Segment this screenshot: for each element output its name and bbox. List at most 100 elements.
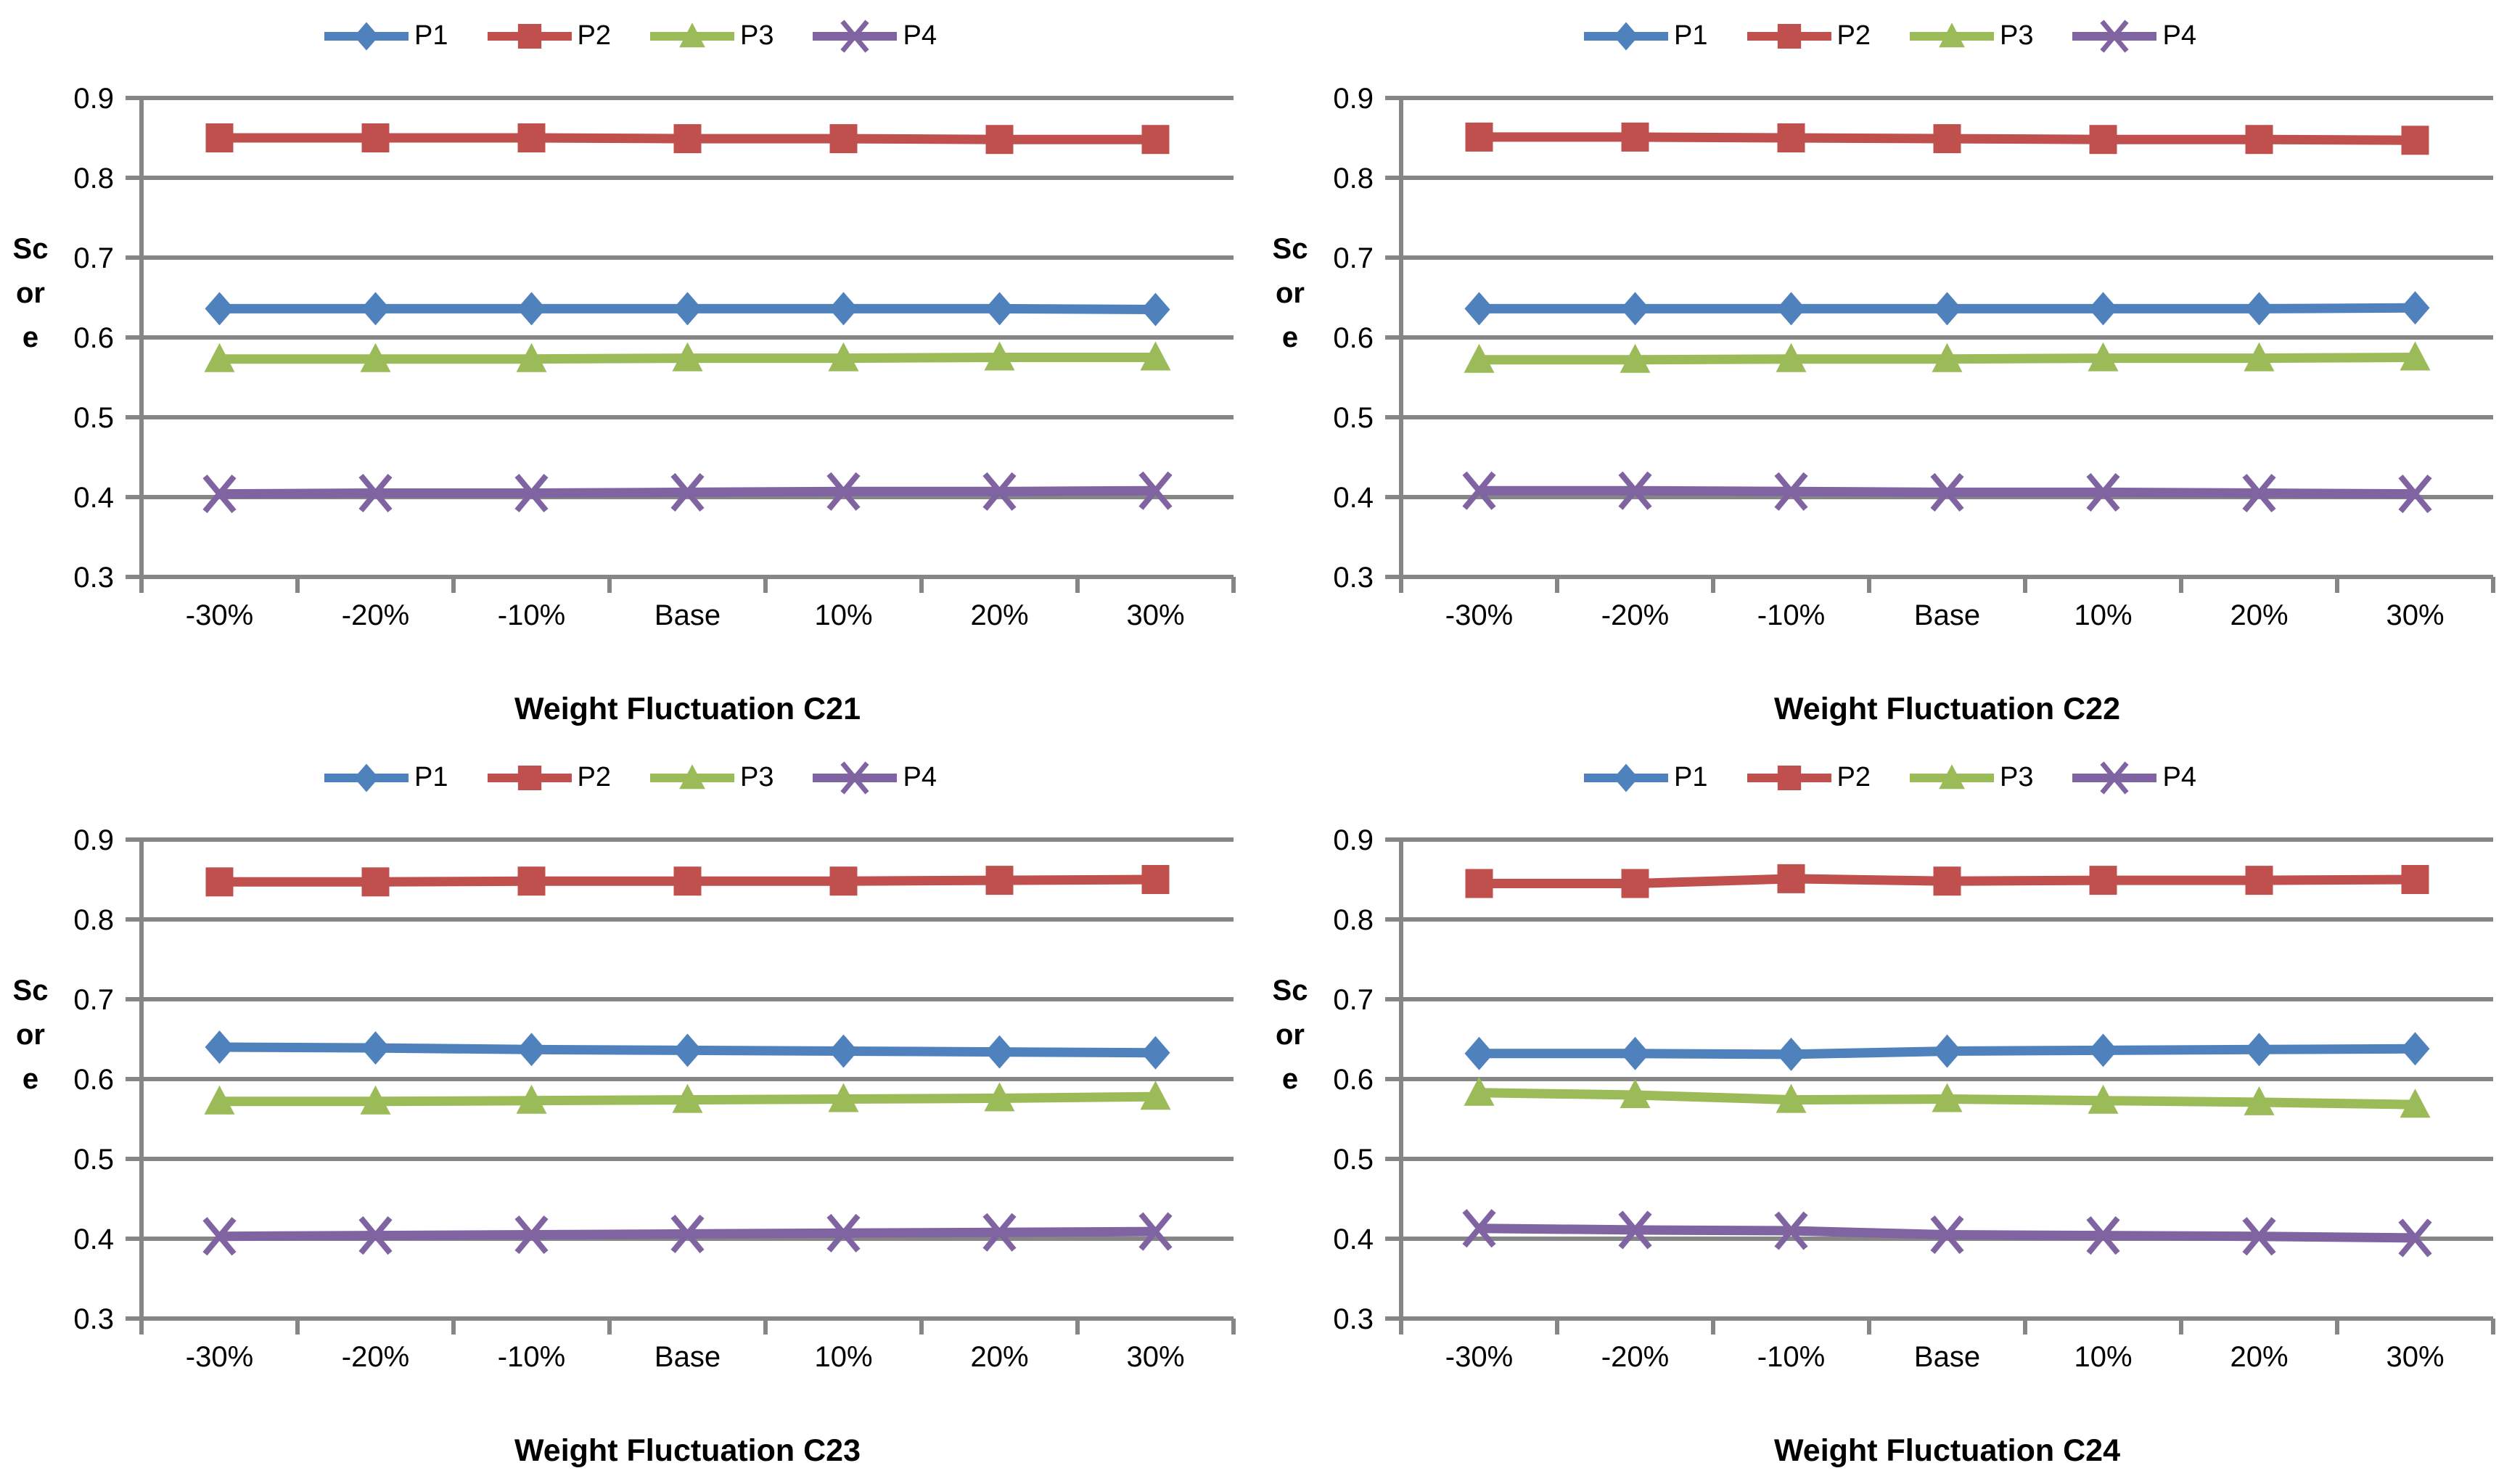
legend-swatch-diamond-icon: [324, 763, 409, 792]
marker-diamond: [517, 292, 546, 326]
legend-item-p1: P1: [323, 759, 448, 797]
marker-square: [2089, 125, 2117, 155]
legend-item-p3: P3: [649, 759, 773, 797]
marker-triangle: [828, 342, 859, 372]
x-tick-label: 30%: [2386, 599, 2444, 631]
x-tick-label: -30%: [186, 1341, 253, 1373]
y-tick-label: 0.3: [1333, 562, 1374, 594]
legend-item-p2: P2: [486, 759, 611, 797]
x-tick-label: -10%: [498, 1341, 565, 1373]
marker-triangle: [672, 1083, 703, 1113]
marker-triangle: [1939, 22, 1965, 47]
chart-weight-fluctuation-c23: P1 P2 P3 P4 Score 0.3 0.4 0.5 0.6 0.7 0.8 0.9 -30%…: [0, 742, 1260, 1483]
legend-swatch-diamond-icon: [324, 21, 409, 51]
legend-swatch-diamond-icon: [1584, 763, 1669, 792]
marker-triangle: [360, 343, 391, 372]
marker-x: [826, 1213, 861, 1253]
legend-swatch-triangle-icon: [1910, 763, 1994, 789]
marker-x: [202, 475, 237, 514]
y-tick-label: 0.8: [1333, 163, 1374, 194]
marker-square: [1621, 122, 1649, 152]
plot-svg: 0.3 0.4 0.5 0.6 0.7 0.8 0.9 -30% -20% -10% Base 10%…: [73, 824, 1236, 1373]
marker-square: [1141, 125, 1170, 155]
legend-label: P4: [2162, 762, 2196, 792]
marker-diamond: [1141, 292, 1170, 327]
marker-triangle: [1932, 1083, 1963, 1112]
marker-triangle: [1464, 1076, 1495, 1106]
marker-triangle: [828, 1083, 859, 1112]
plot-area: Score 0.3 0.4 0.5 0.6 0.7 0.8 0.9 -30% -20% -10% B…: [0, 62, 1260, 700]
plot-svg: 0.3 0.4 0.5 0.6 0.7 0.8 0.9 -30% -20% -10% Base 10%…: [1333, 83, 2495, 631]
y-tick-label: 0.6: [73, 322, 114, 354]
y-tick-label: 0.7: [1333, 242, 1374, 274]
marker-x: [840, 19, 870, 53]
marker-square: [2245, 866, 2273, 895]
x-tick-label: -30%: [186, 599, 253, 631]
marker-triangle: [1140, 1081, 1171, 1110]
marker-diamond: [1620, 1036, 1650, 1070]
y-tick-label: 0.4: [1333, 482, 1374, 514]
legend-swatch-diamond-icon: [1584, 21, 1669, 51]
y-tick-label: 0.8: [1333, 904, 1374, 936]
y-tick-label: 0.5: [73, 1144, 114, 1176]
marker-square: [1465, 122, 1493, 152]
y-tick-label: 0.7: [73, 242, 114, 274]
marker-square: [673, 124, 702, 154]
marker-x: [826, 472, 861, 511]
marker-diamond: [673, 1033, 702, 1067]
x-tick-label: -10%: [498, 599, 565, 631]
legend-label: P2: [1836, 20, 1871, 51]
plot-area: Score 0.3 0.4 0.5 0.6 0.7 0.8 0.9 -30% -20% -10% B…: [1260, 62, 2519, 700]
marker-triangle: [360, 1085, 391, 1115]
marker-square: [1777, 864, 1805, 893]
legend-swatch-triangle-icon: [1910, 22, 1994, 47]
marker-square: [1141, 865, 1170, 894]
marker-square: [205, 867, 234, 897]
marker-square: [2089, 866, 2117, 895]
marker-triangle: [679, 22, 705, 47]
x-axis-title: Weight Fluctuation C23: [514, 1433, 861, 1468]
x-tick-label: 30%: [1126, 1341, 1184, 1373]
marker-diamond: [673, 292, 702, 326]
marker-x: [358, 1216, 393, 1255]
marker-square: [517, 123, 546, 152]
marker-diamond: [361, 292, 390, 326]
chart-weight-fluctuation-c22: P1 P2 P3 P4 Score 0.3 0.4 0.5 0.6 0.7 0.8 0.9 -30%…: [1260, 0, 2519, 742]
marker-diamond: [985, 292, 1014, 326]
y-tick-label: 0.7: [73, 984, 114, 1016]
x-tick-label: -20%: [342, 1341, 409, 1373]
marker-square: [985, 125, 1014, 155]
marker-diamond: [1614, 763, 1639, 792]
y-tick-label: 0.6: [1333, 322, 1374, 354]
marker-x: [358, 473, 393, 513]
marker-diamond: [2088, 1033, 2118, 1067]
marker-x: [1930, 472, 1964, 512]
marker-square: [361, 123, 390, 152]
marker-diamond: [2244, 1033, 2274, 1067]
y-tick-label: 0.9: [1333, 824, 1374, 856]
legend-item-p4: P4: [811, 759, 937, 797]
marker-diamond: [1464, 1036, 1494, 1070]
marker-triangle: [2400, 341, 2431, 371]
x-tick-label: 30%: [1126, 599, 1184, 631]
chart-weight-fluctuation-c21: P1 P2 P3 P4 Score 0.3 0.4 0.5 0.6 0.7 0.8 0.9 -30%…: [0, 0, 1260, 742]
marker-square: [1933, 124, 1961, 154]
legend-swatch-x-icon: [2072, 19, 2157, 53]
x-tick-label: -20%: [342, 599, 409, 631]
legend-label: P3: [740, 20, 774, 51]
marker-square: [2245, 125, 2273, 155]
x-tick-label: 10%: [814, 1341, 872, 1373]
marker-x: [514, 473, 549, 513]
x-tick-label: 20%: [970, 1341, 1028, 1373]
marker-triangle: [672, 342, 703, 372]
legend-label: P1: [414, 762, 448, 792]
legend-label: P3: [2000, 762, 2034, 792]
marker-triangle: [516, 343, 547, 372]
marker-x: [1462, 471, 1496, 510]
x-axis-title: Weight Fluctuation C24: [1774, 1433, 2120, 1468]
x-tick-label: 20%: [2230, 1341, 2288, 1373]
legend-label: P1: [1674, 20, 1708, 51]
legend-label: P4: [903, 762, 937, 792]
legend-swatch-square-icon: [1747, 765, 1831, 790]
marker-triangle: [2400, 1089, 2431, 1118]
